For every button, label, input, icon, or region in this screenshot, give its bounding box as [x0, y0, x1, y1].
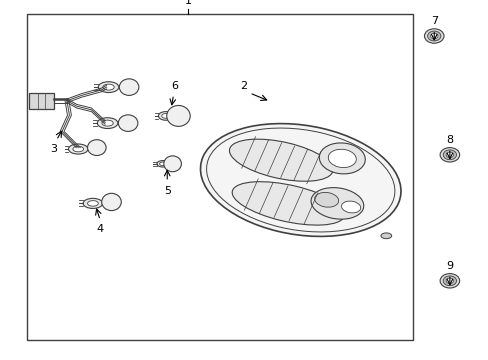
Ellipse shape: [206, 128, 394, 232]
Ellipse shape: [87, 201, 98, 206]
Ellipse shape: [319, 143, 365, 174]
Ellipse shape: [68, 144, 88, 154]
Circle shape: [442, 276, 456, 286]
Ellipse shape: [158, 112, 173, 120]
Text: 3: 3: [50, 144, 57, 154]
Ellipse shape: [159, 162, 166, 166]
Bar: [29, 93, 54, 109]
Ellipse shape: [73, 146, 83, 152]
Text: 6: 6: [171, 81, 178, 91]
Ellipse shape: [200, 123, 400, 237]
Ellipse shape: [232, 182, 344, 225]
Ellipse shape: [157, 161, 168, 167]
Ellipse shape: [102, 120, 113, 126]
Ellipse shape: [162, 113, 169, 118]
Ellipse shape: [102, 193, 121, 211]
Ellipse shape: [166, 105, 190, 126]
Circle shape: [439, 274, 459, 288]
Circle shape: [445, 152, 453, 158]
Ellipse shape: [327, 149, 356, 167]
Circle shape: [439, 148, 459, 162]
Text: 4: 4: [97, 224, 103, 234]
Ellipse shape: [380, 233, 391, 239]
Text: 5: 5: [163, 186, 170, 196]
Ellipse shape: [102, 84, 114, 90]
Text: 9: 9: [446, 261, 452, 271]
Ellipse shape: [118, 115, 138, 131]
Circle shape: [424, 29, 443, 43]
Text: 2: 2: [240, 81, 246, 91]
Ellipse shape: [229, 139, 332, 181]
Ellipse shape: [119, 79, 139, 95]
Ellipse shape: [163, 156, 181, 172]
Ellipse shape: [83, 198, 102, 208]
Circle shape: [445, 278, 453, 284]
Bar: [27, 14, 412, 340]
Ellipse shape: [98, 82, 119, 93]
Circle shape: [429, 33, 437, 39]
Ellipse shape: [87, 140, 106, 156]
Ellipse shape: [97, 118, 118, 129]
Circle shape: [442, 150, 456, 160]
Ellipse shape: [341, 201, 360, 213]
Text: 1: 1: [184, 0, 191, 6]
Ellipse shape: [314, 192, 338, 207]
Text: 7: 7: [430, 16, 437, 26]
Circle shape: [427, 31, 440, 41]
Text: 8: 8: [446, 135, 452, 145]
Ellipse shape: [310, 188, 363, 219]
